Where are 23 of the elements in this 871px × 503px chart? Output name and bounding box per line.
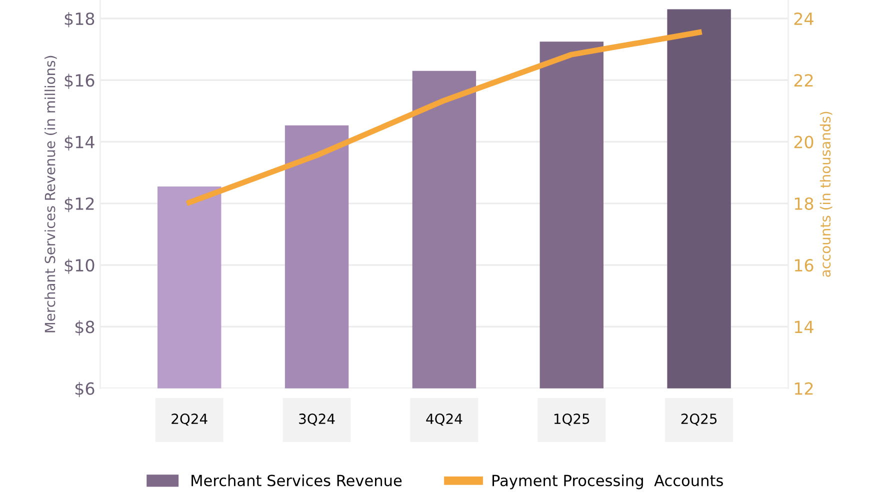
x-tick-label: 3Q24 [299,414,335,426]
y-tick-label: $12 [64,197,94,212]
y2-tick-label: 22 [794,74,813,86]
y-tick-label: $14 [64,135,94,151]
y-tick-label: $10 [64,258,94,274]
y2-tick-label: 24 [794,12,814,25]
y-tick-label: $18 [64,12,94,28]
y2-axis-title: accounts (in thousands) [820,112,832,277]
legend-label: Merchant Services Revenue [192,474,402,486]
y2-tick-label: 18 [794,197,814,210]
y-tick-label: $6 [75,382,94,398]
y2-tick-label: 16 [794,259,814,272]
x-tick-label: 2Q24 [172,414,208,426]
y2-tick-label: 20 [794,136,814,148]
y-tick-label: $16 [64,74,94,89]
x-tick-label: 2Q25 [681,414,717,426]
y-axis-title: Merchant Services Revenue (in millions) [44,56,57,332]
x-tick-label: 4Q24 [426,414,462,426]
y-tick-label: $8 [75,320,94,336]
legend-label: Payment Processing Accounts [492,474,723,490]
x-tick-label: 1Q25 [554,414,590,426]
y2-tick-label: 14 [794,320,814,334]
y2-tick-label: 12 [794,382,813,395]
